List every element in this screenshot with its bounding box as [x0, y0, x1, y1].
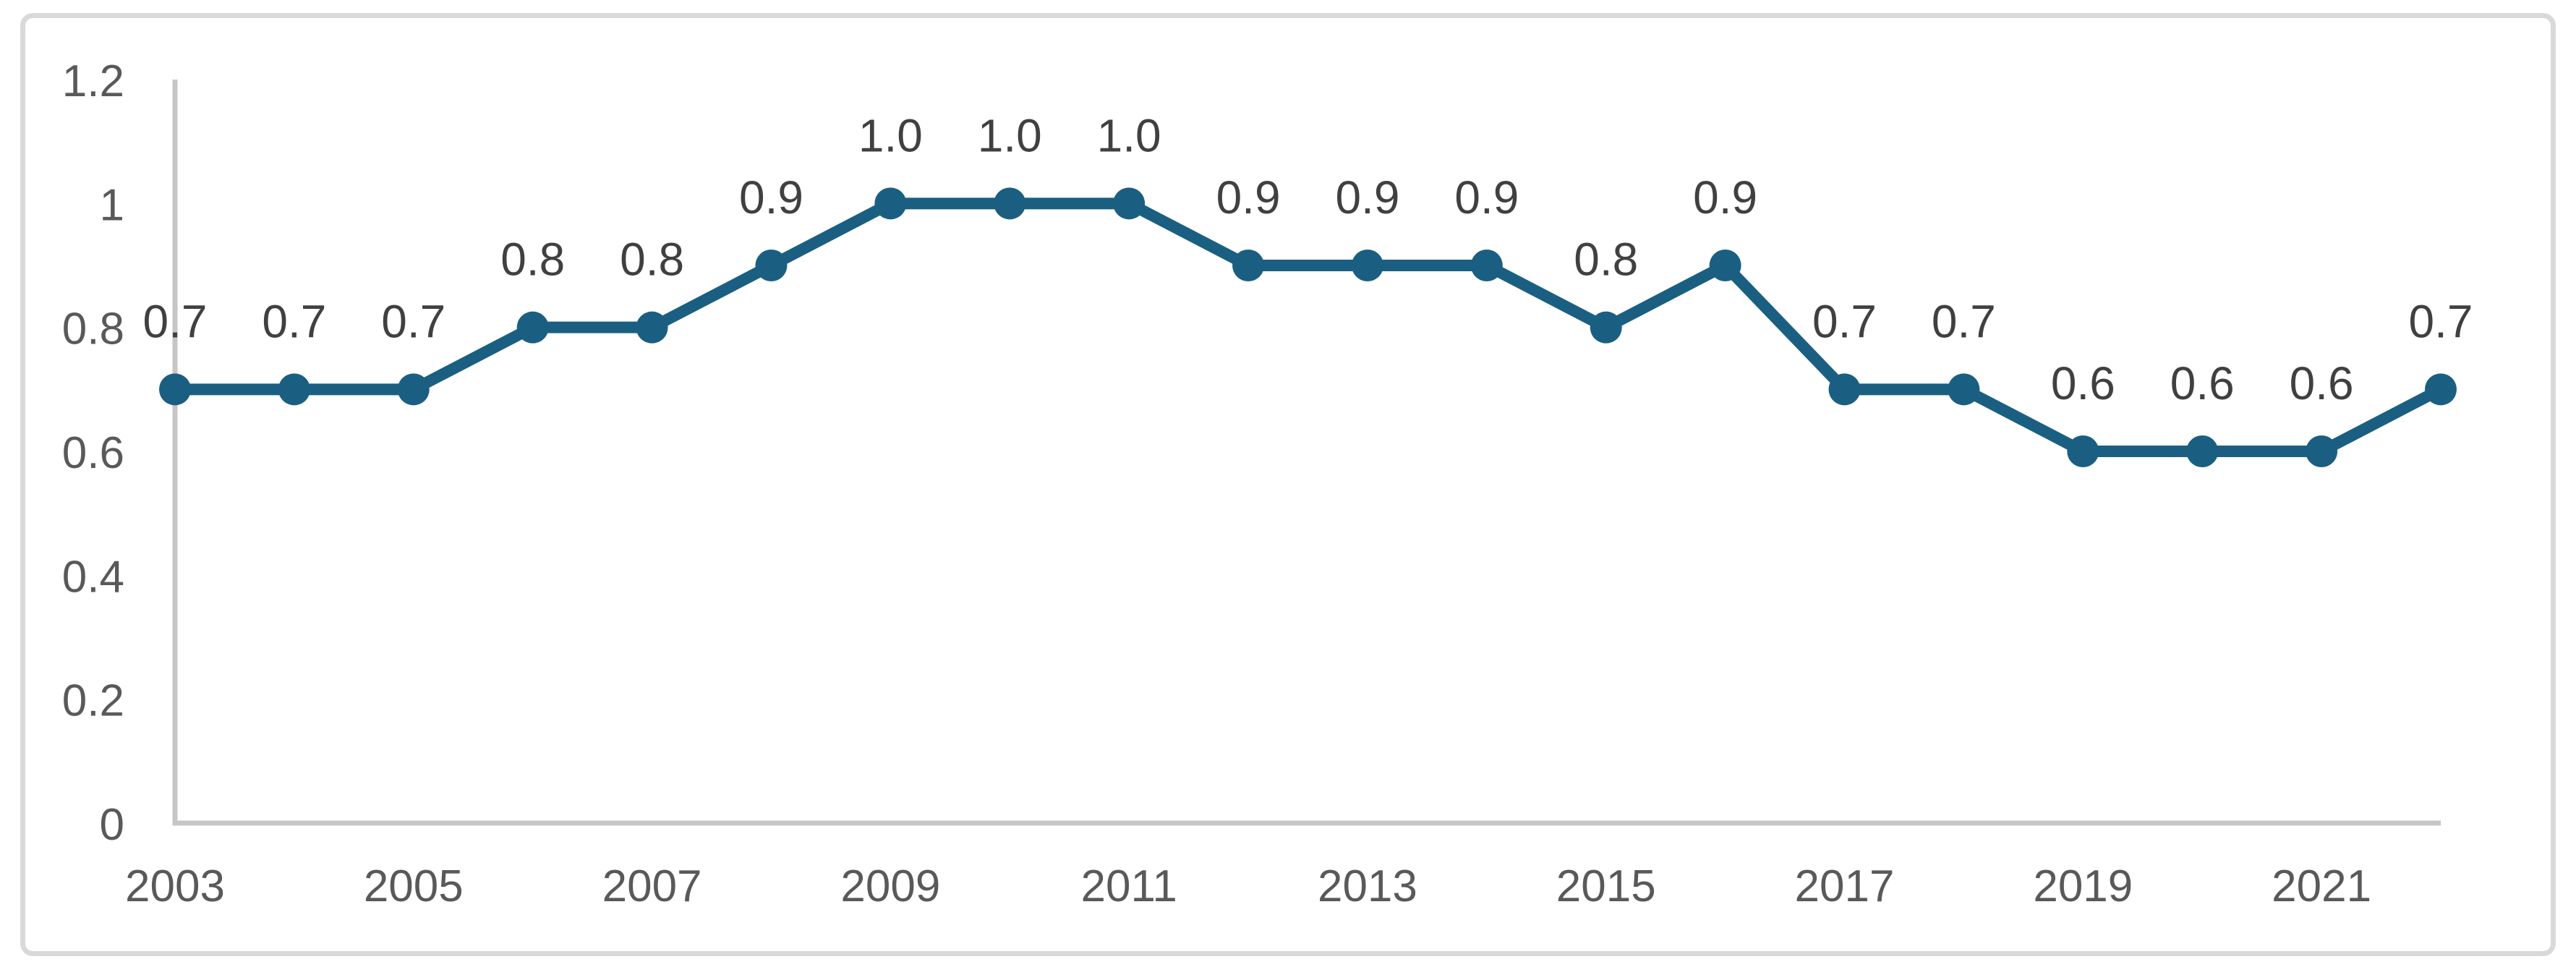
data-point-2021 — [2306, 435, 2338, 467]
data-label-2017: 0.7 — [1812, 295, 1877, 347]
y-axis-tick-label: 0.2 — [62, 676, 124, 726]
x-axis-tick-label: 2003 — [125, 861, 225, 911]
data-point-2012 — [1232, 250, 1265, 281]
data-point-2008 — [755, 250, 788, 281]
data-point-2013 — [1351, 250, 1383, 281]
data-label-2006: 0.8 — [500, 234, 565, 286]
chart-border — [20, 13, 2556, 956]
data-label-2009: 1.0 — [858, 109, 923, 161]
data-label-2012: 0.9 — [1216, 171, 1281, 223]
data-point-2011 — [1113, 187, 1146, 220]
data-point-2016 — [1709, 250, 1741, 281]
y-axis-tick-label: 0 — [100, 800, 124, 850]
data-point-2009 — [874, 187, 907, 220]
data-label-2010: 1.0 — [978, 109, 1042, 161]
y-axis-tick-label: 1.2 — [62, 56, 124, 106]
x-axis-tick-label: 2005 — [364, 861, 464, 911]
data-label-2018: 0.7 — [1932, 295, 1996, 347]
data-label-2020: 0.6 — [2170, 357, 2235, 409]
data-label-2005: 0.7 — [381, 295, 445, 347]
data-label-2014: 0.9 — [1454, 171, 1519, 223]
data-label-2016: 0.9 — [1693, 171, 1757, 223]
data-point-2004 — [278, 373, 310, 406]
data-label-2019: 0.6 — [2051, 357, 2115, 409]
data-line — [169, 197, 2447, 457]
data-point-2022 — [2425, 373, 2457, 406]
y-axis-tick-label: 1 — [100, 180, 124, 230]
x-axis-tick-label: 2021 — [2272, 861, 2371, 911]
data-point-2020 — [2186, 435, 2219, 467]
x-axis-tick-label: 2011 — [1080, 861, 1177, 911]
y-axis-tick-label: 0.8 — [62, 305, 124, 354]
data-point-2017 — [1828, 373, 1861, 406]
y-axis-tick-label: 0.6 — [62, 428, 124, 478]
data-label-2022: 0.7 — [2409, 295, 2473, 347]
x-axis-tick-label: 2017 — [1795, 861, 1895, 911]
data-point-2007 — [636, 311, 668, 344]
data-point-2019 — [2067, 435, 2099, 467]
data-label-2008: 0.9 — [739, 171, 803, 223]
x-axis-tick-label: 2015 — [1556, 861, 1656, 911]
data-label-2004: 0.7 — [262, 295, 326, 347]
data-label-2007: 0.8 — [620, 234, 684, 286]
x-axis-tick-label: 2009 — [840, 861, 940, 911]
data-point-2018 — [1948, 373, 1980, 406]
data-label-2011: 1.0 — [1097, 109, 1161, 161]
data-label-2015: 0.8 — [1574, 234, 1638, 286]
y-axis-tick-label: 0.4 — [62, 552, 124, 602]
data-point-2014 — [1470, 250, 1503, 281]
data-label-2021: 0.6 — [2290, 357, 2354, 409]
data-label-2003: 0.7 — [143, 295, 208, 347]
x-axis-tick-label: 2007 — [602, 861, 702, 911]
data-label-2013: 0.9 — [1335, 171, 1399, 223]
data-point-2010 — [994, 187, 1026, 220]
data-point-2003 — [159, 373, 191, 406]
data-point-2005 — [397, 373, 430, 406]
x-axis-tick-label: 2013 — [1318, 861, 1417, 911]
x-axis-tick-label: 2019 — [2033, 861, 2133, 911]
data-point-2006 — [516, 311, 549, 344]
data-point-2015 — [1590, 311, 1622, 344]
